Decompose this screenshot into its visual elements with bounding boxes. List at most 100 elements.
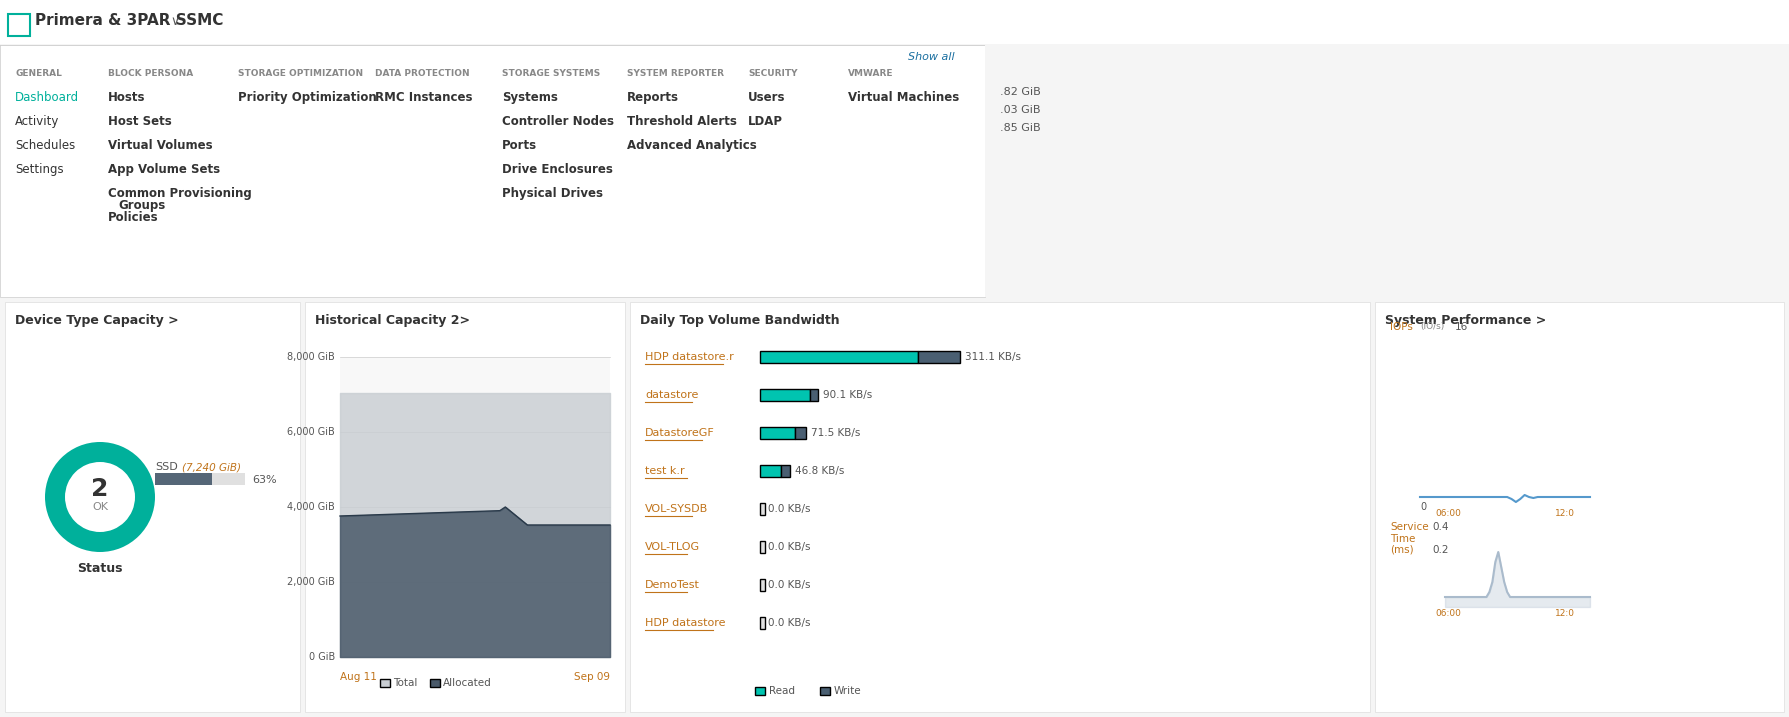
FancyBboxPatch shape xyxy=(796,427,805,439)
Text: 4,000 GiB: 4,000 GiB xyxy=(288,502,335,512)
Text: 2,000 GiB: 2,000 GiB xyxy=(286,577,335,587)
Text: Historical Capacity 2>: Historical Capacity 2> xyxy=(315,314,471,327)
Text: Common Provisioning: Common Provisioning xyxy=(107,187,252,200)
FancyBboxPatch shape xyxy=(760,503,766,515)
Text: Device Type Capacity >: Device Type Capacity > xyxy=(14,314,179,327)
Text: Advanced Analytics: Advanced Analytics xyxy=(626,139,757,152)
FancyBboxPatch shape xyxy=(760,617,766,629)
FancyBboxPatch shape xyxy=(760,541,766,553)
Text: 06:00: 06:00 xyxy=(1435,609,1462,618)
Text: Sep 09: Sep 09 xyxy=(574,672,610,682)
Text: (ms): (ms) xyxy=(1390,545,1413,555)
FancyBboxPatch shape xyxy=(760,389,810,401)
Text: VOL-SYSDB: VOL-SYSDB xyxy=(646,504,708,514)
FancyBboxPatch shape xyxy=(760,465,780,477)
Text: 71.5 KB/s: 71.5 KB/s xyxy=(810,428,861,438)
Text: Settings: Settings xyxy=(14,163,64,176)
Text: .03 GiB: .03 GiB xyxy=(1000,105,1041,115)
FancyBboxPatch shape xyxy=(0,0,1789,45)
Text: BLOCK PERSONA: BLOCK PERSONA xyxy=(107,69,193,78)
FancyBboxPatch shape xyxy=(918,351,961,363)
Text: 8,000 GiB: 8,000 GiB xyxy=(288,352,335,362)
Text: Status: Status xyxy=(77,562,123,575)
Text: Groups: Groups xyxy=(118,199,165,212)
Text: 0: 0 xyxy=(1420,502,1426,512)
Text: 0.4: 0.4 xyxy=(1431,522,1449,532)
Text: Aug 11: Aug 11 xyxy=(340,672,377,682)
Text: GENERAL: GENERAL xyxy=(14,69,63,78)
Text: 12:0: 12:0 xyxy=(1555,509,1574,518)
Text: 12:0: 12:0 xyxy=(1555,609,1574,618)
Text: Reports: Reports xyxy=(626,91,680,104)
Text: Schedules: Schedules xyxy=(14,139,75,152)
Text: Drive Enclosures: Drive Enclosures xyxy=(503,163,614,176)
Text: RMC Instances: RMC Instances xyxy=(376,91,472,104)
Text: LDAP: LDAP xyxy=(748,115,784,128)
FancyBboxPatch shape xyxy=(755,687,766,695)
Text: 0.0 KB/s: 0.0 KB/s xyxy=(767,618,810,628)
Text: Primera & 3PAR SSMC: Primera & 3PAR SSMC xyxy=(36,13,224,28)
Text: Systems: Systems xyxy=(503,91,558,104)
Text: SYSTEM REPORTER: SYSTEM REPORTER xyxy=(626,69,725,78)
FancyBboxPatch shape xyxy=(0,297,1789,717)
Text: Virtual Machines: Virtual Machines xyxy=(848,91,959,104)
FancyBboxPatch shape xyxy=(810,389,818,401)
Text: DATA PROTECTION: DATA PROTECTION xyxy=(376,69,471,78)
FancyBboxPatch shape xyxy=(5,302,301,712)
Text: (IO/s): (IO/s) xyxy=(1420,322,1444,331)
Text: 0 GiB: 0 GiB xyxy=(309,652,335,662)
Text: 0.2: 0.2 xyxy=(1431,545,1449,555)
Text: Host Sets: Host Sets xyxy=(107,115,172,128)
Text: 0.0 KB/s: 0.0 KB/s xyxy=(767,580,810,590)
Text: OK: OK xyxy=(91,502,107,512)
Text: App Volume Sets: App Volume Sets xyxy=(107,163,220,176)
Text: 06:00: 06:00 xyxy=(1435,509,1462,518)
Text: SECURITY: SECURITY xyxy=(748,69,798,78)
FancyBboxPatch shape xyxy=(0,45,986,297)
Text: Service: Service xyxy=(1390,522,1429,532)
Text: Policies: Policies xyxy=(107,211,159,224)
Text: .82 GiB: .82 GiB xyxy=(1000,87,1041,97)
FancyBboxPatch shape xyxy=(379,679,390,687)
FancyBboxPatch shape xyxy=(760,351,918,363)
Text: Time: Time xyxy=(1390,534,1415,544)
Text: HDP datastore.r: HDP datastore.r xyxy=(646,352,733,362)
Text: STORAGE SYSTEMS: STORAGE SYSTEMS xyxy=(503,69,601,78)
FancyBboxPatch shape xyxy=(760,427,796,439)
Text: Priority Optimization: Priority Optimization xyxy=(238,91,377,104)
Text: 0.0 KB/s: 0.0 KB/s xyxy=(767,542,810,552)
Wedge shape xyxy=(45,442,156,552)
FancyBboxPatch shape xyxy=(156,473,213,485)
Text: DemoTest: DemoTest xyxy=(646,580,699,590)
Text: VOL-TLOG: VOL-TLOG xyxy=(646,542,699,552)
Text: Hosts: Hosts xyxy=(107,91,145,104)
Text: VMWARE: VMWARE xyxy=(848,69,893,78)
Text: datastore: datastore xyxy=(646,390,698,400)
Text: Dashboard: Dashboard xyxy=(14,91,79,104)
Text: Controller Nodes: Controller Nodes xyxy=(503,115,614,128)
Text: DatastoreGF: DatastoreGF xyxy=(646,428,716,438)
FancyBboxPatch shape xyxy=(340,357,610,657)
Text: Activity: Activity xyxy=(14,115,59,128)
Text: 16: 16 xyxy=(1454,322,1469,332)
Text: 311.1 KB/s: 311.1 KB/s xyxy=(964,352,1022,362)
Text: Write: Write xyxy=(834,686,862,696)
Text: 0.0 KB/s: 0.0 KB/s xyxy=(767,504,810,514)
Text: HDP datastore: HDP datastore xyxy=(646,618,726,628)
Text: IOPs: IOPs xyxy=(1390,322,1413,332)
FancyBboxPatch shape xyxy=(986,45,1789,297)
Text: Total: Total xyxy=(394,678,417,688)
Text: Allocated: Allocated xyxy=(444,678,492,688)
Text: .85 GiB: .85 GiB xyxy=(1000,123,1041,133)
Text: System Performance >: System Performance > xyxy=(1385,314,1546,327)
Text: 2: 2 xyxy=(91,477,109,501)
FancyBboxPatch shape xyxy=(780,465,791,477)
FancyBboxPatch shape xyxy=(156,473,245,485)
Text: Users: Users xyxy=(748,91,785,104)
FancyBboxPatch shape xyxy=(819,687,830,695)
Text: Daily Top Volume Bandwidth: Daily Top Volume Bandwidth xyxy=(640,314,839,327)
Text: Physical Drives: Physical Drives xyxy=(503,187,603,200)
FancyBboxPatch shape xyxy=(760,579,766,591)
Text: 63%: 63% xyxy=(252,475,277,485)
Text: 6,000 GiB: 6,000 GiB xyxy=(288,427,335,437)
